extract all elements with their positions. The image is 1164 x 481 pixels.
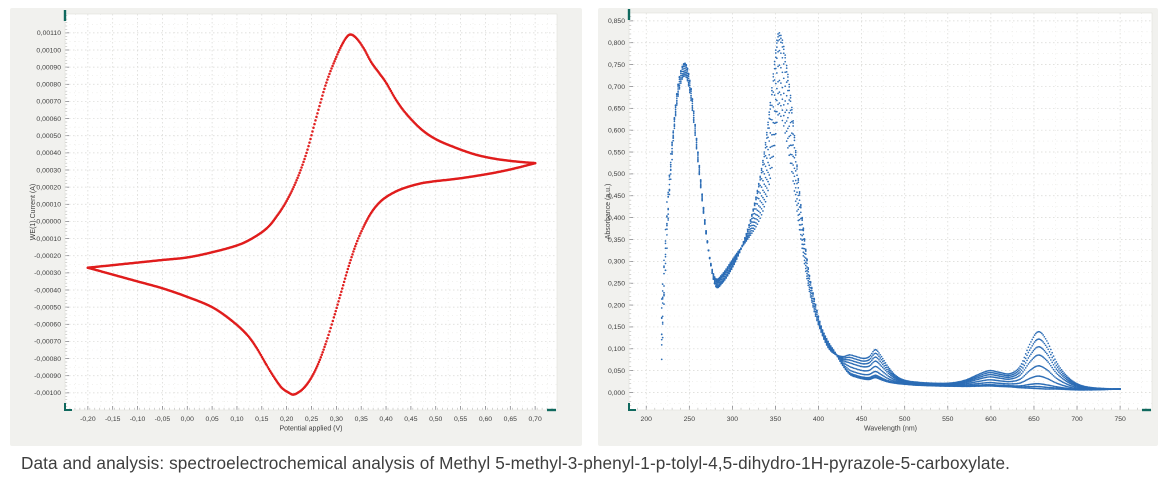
svg-text:0,450: 0,450 [608, 193, 625, 200]
svg-text:0,550: 0,550 [608, 149, 625, 156]
svg-text:-0,00060: -0,00060 [34, 322, 61, 329]
svg-text:0,400: 0,400 [608, 215, 625, 222]
figure-caption: Data and analysis: spectroelectrochemica… [21, 453, 1010, 473]
svg-text:0,00080: 0,00080 [36, 82, 61, 89]
svg-text:-0,00010: -0,00010 [34, 236, 61, 243]
svg-text:0,00010: 0,00010 [36, 202, 61, 209]
svg-text:200: 200 [641, 416, 653, 423]
svg-text:550: 550 [942, 416, 954, 423]
svg-text:400: 400 [813, 416, 825, 423]
svg-text:-0,00080: -0,00080 [34, 356, 61, 363]
cv-chart: -0,20 -0,15 -0,10 -0,05 0,00 0,05 0,10 0,15 0,20… [30, 10, 558, 433]
svg-text:0,150: 0,150 [608, 324, 625, 331]
cv-trace-forward-sweep [86, 33, 537, 269]
x-axis-label: Potential applied (V) [279, 426, 342, 433]
svg-text:0,35: 0,35 [355, 416, 368, 423]
svg-text:0,00070: 0,00070 [36, 99, 61, 106]
svg-text:-0,00070: -0,00070 [34, 339, 61, 346]
svg-text:0,700: 0,700 [608, 84, 625, 91]
svg-text:0,70: 0,70 [529, 416, 542, 423]
svg-text:0,00090: 0,00090 [36, 64, 61, 71]
plot-area [65, 14, 557, 410]
axis-end-markers [627, 9, 1151, 412]
cv-chart-panel: -0,20 -0,15 -0,10 -0,05 0,00 0,05 0,10 0,15 0,20… [10, 8, 582, 446]
plot-border [64, 13, 558, 411]
svg-text:0,050: 0,050 [608, 368, 625, 375]
svg-text:650: 650 [1028, 416, 1040, 423]
svg-text:600: 600 [985, 416, 997, 423]
svg-text:0,00110: 0,00110 [37, 30, 61, 37]
svg-text:0,200: 0,200 [608, 302, 625, 309]
plot-border [628, 12, 1153, 411]
svg-text:300: 300 [727, 416, 739, 423]
svg-text:0,300: 0,300 [608, 259, 625, 266]
svg-text:0,350: 0,350 [608, 237, 625, 244]
svg-text:0,10: 0,10 [230, 416, 243, 423]
svg-text:750: 750 [1114, 416, 1126, 423]
cv-trace-reverse-sweep [86, 161, 537, 396]
svg-text:0,15: 0,15 [255, 416, 268, 423]
svg-text:0,00050: 0,00050 [36, 133, 61, 140]
svg-text:-0,20: -0,20 [80, 416, 96, 423]
svg-text:0,40: 0,40 [379, 416, 392, 423]
svg-text:0,750: 0,750 [608, 62, 625, 69]
svg-text:0,00030: 0,00030 [36, 167, 61, 174]
axis-ticks [64, 15, 553, 411]
uv-vis-chart-panel: 200 250 300 350 400 450 500 550 600 650 700 750 0,85… [598, 8, 1158, 446]
uv-vis-chart: 200 250 300 350 400 450 500 550 600 650 700 750 0,85… [605, 9, 1153, 433]
axis-end-markers [63, 10, 556, 412]
svg-text:-0,00050: -0,00050 [34, 304, 61, 311]
uv-scan-trace-9 [660, 75, 1121, 390]
svg-text:0,20: 0,20 [280, 416, 293, 423]
svg-text:0,500: 0,500 [608, 171, 625, 178]
svg-text:250: 250 [684, 416, 696, 423]
svg-text:450: 450 [856, 416, 868, 423]
svg-text:0,00020: 0,00020 [36, 184, 61, 191]
svg-text:0,50: 0,50 [429, 416, 442, 423]
grid-minor-lines [65, 14, 557, 410]
svg-text:0,850: 0,850 [608, 18, 625, 25]
axis-tick-labels: 200 250 300 350 400 450 500 550 600 650 700 750 0,85… [608, 18, 1126, 423]
svg-text:-0,00090: -0,00090 [34, 373, 61, 380]
svg-text:0,00000: 0,00000 [36, 219, 61, 226]
svg-text:0,55: 0,55 [454, 416, 467, 423]
svg-text:0,00040: 0,00040 [36, 150, 61, 157]
svg-text:-0,05: -0,05 [155, 416, 171, 423]
svg-text:-0,10: -0,10 [130, 416, 146, 423]
svg-text:0,00100: 0,00100 [36, 47, 61, 54]
svg-text:0,05: 0,05 [205, 416, 218, 423]
y-axis-label: WE(1).Current (A) [30, 184, 37, 240]
svg-text:-0,00020: -0,00020 [34, 253, 61, 260]
svg-text:0,00060: 0,00060 [36, 116, 61, 123]
svg-text:0,250: 0,250 [608, 281, 625, 288]
svg-text:0,45: 0,45 [404, 416, 417, 423]
plot-area [629, 13, 1152, 410]
svg-text:0,600: 0,600 [608, 127, 625, 134]
svg-text:0,000: 0,000 [608, 390, 625, 397]
svg-text:350: 350 [770, 416, 782, 423]
y-axis-label: Absorbance (a.u.) [605, 184, 612, 240]
axis-tick-labels: -0,20 -0,15 -0,10 -0,05 0,00 0,05 0,10 0,15 0,20… [34, 30, 542, 423]
svg-text:-0,15: -0,15 [105, 416, 121, 423]
svg-text:500: 500 [899, 416, 911, 423]
svg-text:-0,00040: -0,00040 [34, 287, 61, 294]
svg-text:0,25: 0,25 [305, 416, 318, 423]
svg-text:-0,00030: -0,00030 [34, 270, 61, 277]
svg-text:0,30: 0,30 [330, 416, 343, 423]
svg-text:0,800: 0,800 [608, 40, 625, 47]
svg-text:0,65: 0,65 [504, 416, 517, 423]
svg-text:0,60: 0,60 [479, 416, 492, 423]
axis-ticks [628, 16, 1147, 411]
x-axis-label: Wavelength (nm) [864, 426, 917, 433]
svg-text:700: 700 [1071, 416, 1083, 423]
svg-text:0,00: 0,00 [181, 416, 194, 423]
svg-text:0,650: 0,650 [608, 106, 625, 113]
svg-text:0,100: 0,100 [608, 346, 625, 353]
svg-text:-0,00100: -0,00100 [34, 390, 61, 397]
